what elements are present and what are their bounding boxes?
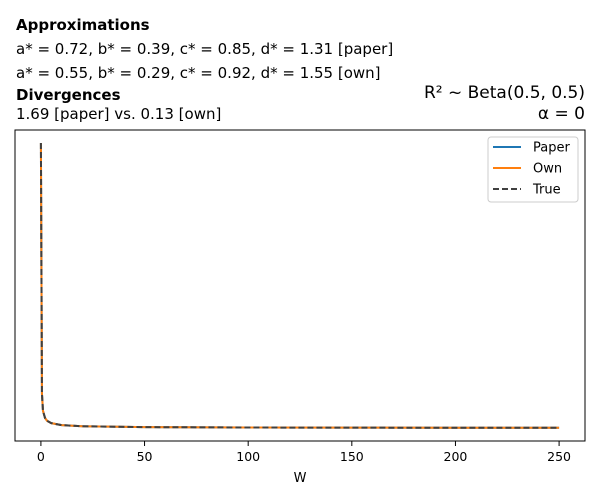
plot-frame [14,129,586,442]
own-params-line: a* = 0.55, b* = 0.29, c* = 0.92, d* = 1.… [16,64,381,82]
series-lines [39,142,560,429]
x-tick-label: 250 [547,449,571,464]
divergences-title: Divergences [16,86,121,104]
alpha-label: α = 0 [537,104,585,124]
x-axis-ticks: 0 50 100 150 200 250 [37,441,571,464]
legend-label-paper: Paper [533,141,570,156]
series-line-paper [39,142,560,429]
x-tick-label: 100 [236,449,260,464]
x-tick-label: 200 [444,449,468,464]
legend: Paper Own True [487,136,579,203]
approximations-title: Approximations [16,16,150,34]
x-axis-label: W [294,471,307,486]
legend-label-true: True [532,183,561,198]
r2-distribution-label: R² ~ Beta(0.5, 0.5) [423,83,585,103]
series-line-true [39,142,560,429]
series-line-own [39,142,560,429]
divergences-line: 1.69 [paper] vs. 0.13 [own] [16,105,222,123]
x-tick-label: 50 [137,449,153,464]
legend-label-own: Own [533,162,562,177]
paper-params-line: a* = 0.72, b* = 0.39, c* = 0.85, d* = 1.… [16,40,394,58]
legend-box [487,136,579,203]
x-tick-label: 0 [37,449,45,464]
x-tick-label: 150 [340,449,364,464]
